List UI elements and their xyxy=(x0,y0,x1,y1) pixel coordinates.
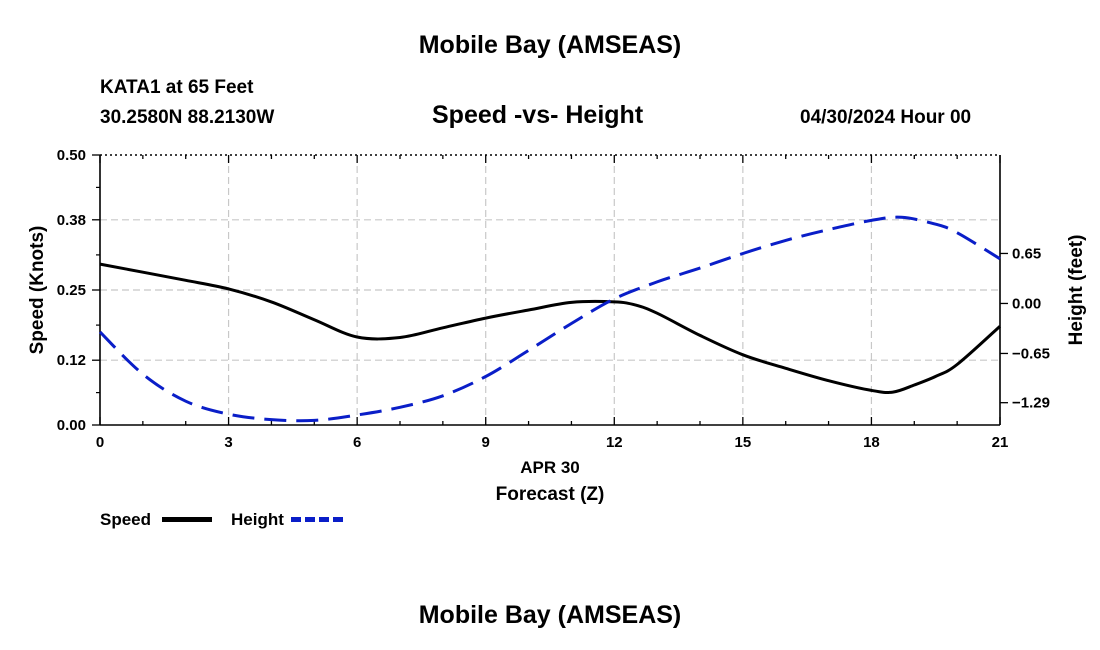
chart-subtitle: Speed -vs- Height xyxy=(432,101,644,129)
x-tick-label: 0 xyxy=(96,434,104,451)
y2-tick-label: 0.65 xyxy=(1012,245,1041,262)
x-tick-label: 12 xyxy=(606,434,623,451)
y-tick-label: 0.25 xyxy=(57,282,86,299)
x-tick-label: 9 xyxy=(482,434,490,451)
y-tick-label: 0.12 xyxy=(57,352,86,369)
speed-series-line xyxy=(99,262,1002,394)
x-tick-label: 18 xyxy=(863,434,880,451)
height-series-line xyxy=(98,215,1001,423)
legend-height-swatch xyxy=(291,517,343,522)
station-label: KATA1 at 65 Feet xyxy=(100,77,254,98)
legend-speed-label: Speed xyxy=(100,510,152,529)
footer-title: Mobile Bay (AMSEAS) xyxy=(418,601,682,629)
y-tick-label: 0.00 xyxy=(57,417,86,434)
station-coordinates: 30.2580N 88.2130W xyxy=(100,107,275,128)
x-tick-label: 3 xyxy=(224,434,232,451)
y2-tick-label: −1.29 xyxy=(1012,395,1050,412)
y-axis-label: Speed (Knots) xyxy=(27,226,48,355)
y2-tick-label: 0.00 xyxy=(1012,295,1041,312)
y2-tick-label: −0.65 xyxy=(1012,345,1050,362)
y-tick-label: 0.50 xyxy=(57,147,86,164)
x-tick-label: 15 xyxy=(735,434,752,451)
x-axis-label: Forecast (Z) xyxy=(496,484,605,505)
y-tick-label: 0.38 xyxy=(57,212,86,229)
y2-axis-label: Height (feet) xyxy=(1066,235,1087,346)
chart-main-title: Mobile Bay (AMSEAS) xyxy=(418,31,682,59)
forecast-datetime: 04/30/2024 Hour 00 xyxy=(800,107,972,128)
x-axis-sublabel: APR 30 xyxy=(520,458,580,477)
legend-height-label: Height xyxy=(231,510,284,529)
legend-speed-swatch xyxy=(162,517,212,522)
x-tick-label: 6 xyxy=(353,434,361,451)
x-tick-label: 21 xyxy=(992,434,1009,451)
